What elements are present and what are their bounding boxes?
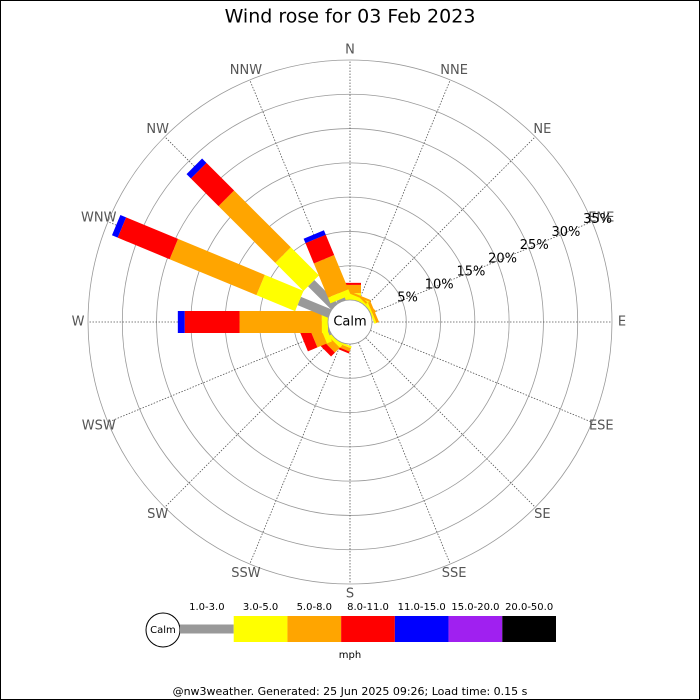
wind-bar [186,158,207,179]
wind-bar [184,311,240,333]
wind-bar [177,311,185,333]
grid-ring [87,59,613,585]
legend-calm-label: Calm [150,625,176,636]
legend-swatch [502,616,556,642]
grid-ring [121,93,579,551]
direction-label: S [346,587,354,602]
wind-bar [256,274,304,312]
calm-label: Calm [333,315,366,330]
direction-label: WSW [82,419,116,434]
wind-bar [111,214,127,238]
legend-label: 8.0-11.0 [347,602,389,613]
direction-label: SSE [442,566,467,581]
r-tick-label: 35% [583,212,612,227]
r-tick-label: 15% [456,264,485,279]
r-tick-label: 5% [397,291,418,306]
direction-label: NNE [440,63,468,78]
legend-swatch [394,616,449,642]
wind-bar [297,296,332,318]
legend-swatch [233,616,288,642]
legend-label: 11.0-15.0 [398,602,446,613]
direction-label: SE [534,507,550,522]
direction-label: NE [533,122,551,137]
legend-label: 3.0-5.0 [243,602,278,613]
wind-bar [366,302,377,324]
wind-bar [336,297,346,304]
direction-label: NNW [230,63,262,78]
wind-bar [218,190,291,263]
spoke [249,342,342,565]
legend-label: 5.0-8.0 [297,602,332,613]
direction-label: SSW [231,566,261,581]
r-tick-label: 10% [425,278,454,293]
wind-bar [368,301,379,323]
wind-bar [169,238,265,296]
legend-swatch [341,616,395,642]
r-tick-label: 20% [488,251,517,266]
wind-bar [321,311,328,333]
direction-label: ESE [589,419,614,434]
chart-title: Wind rose for 03 Feb 2023 [225,6,476,28]
wind-bar [299,327,318,352]
legend-label: 1.0-3.0 [189,602,224,613]
direction-label: NW [146,122,169,137]
legend-label: 15.0-20.0 [451,602,499,613]
direction-label: W [72,315,85,330]
wind-bar [328,289,351,304]
spoke [365,136,536,307]
spoke [365,337,536,508]
wind-bar [190,162,235,207]
direction-label: ENE [588,210,614,225]
spoke [358,342,451,565]
direction-label: SW [147,507,168,522]
wind-bar [239,311,322,333]
wind-bar [275,247,319,291]
unit-label: mph [339,650,361,661]
wind-bar [313,255,349,298]
direction-label: WNW [81,210,117,225]
spoke [107,330,330,423]
footer: @nw3weather. Generated: 25 Jun 2025 09:2… [173,685,528,698]
r-tick-label: 30% [551,225,580,240]
direction-label: E [618,315,626,330]
wind-bar [117,217,179,260]
legend-swatch [448,616,503,642]
direction-label: N [345,43,355,58]
spoke [358,79,451,302]
legend-swatch [287,616,342,642]
spoke [370,221,593,314]
wind-bar [305,234,335,264]
spoke [164,337,335,508]
spoke [370,330,593,423]
legend-label: 20.0-50.0 [505,602,553,613]
r-tick-label: 25% [520,238,549,253]
calm-circle [327,299,373,345]
wind-bar [303,230,326,244]
legend-swatch [180,624,234,634]
